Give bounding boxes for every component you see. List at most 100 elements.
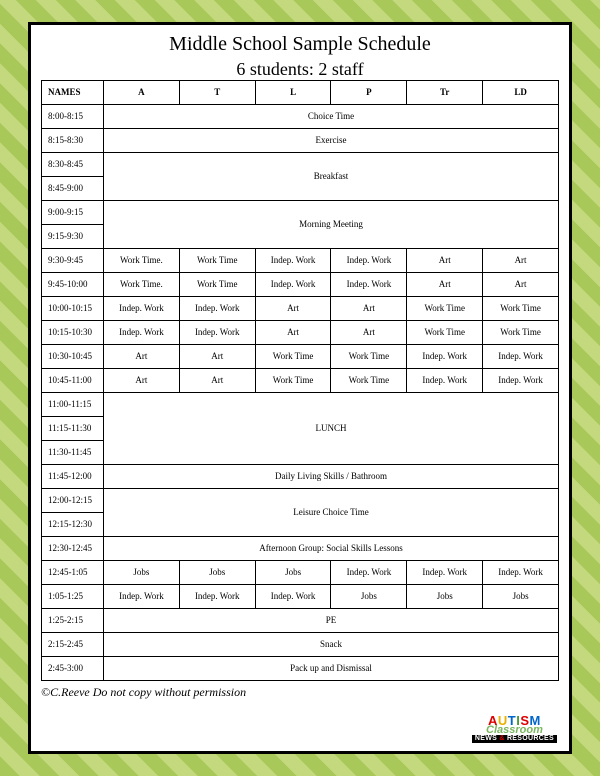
header-col: L: [255, 80, 331, 104]
time-cell: 9:45-10:00: [42, 272, 104, 296]
schedule-page: Middle School Sample Schedule 6 students…: [28, 22, 572, 754]
table-row: 12:45-1:05JobsJobsJobsIndep. WorkIndep. …: [42, 560, 559, 584]
activity-cell: Indep. Work: [407, 560, 483, 584]
header-col: Tr: [407, 80, 483, 104]
activity-cell: Indep. Work: [255, 248, 331, 272]
time-cell: 8:30-8:45: [42, 152, 104, 176]
schedule-table: NAMES A T L P Tr LD 8:00-8:15Choice Time…: [41, 80, 559, 681]
time-cell: 8:45-9:00: [42, 176, 104, 200]
merged-activity-cell: Pack up and Dismissal: [104, 656, 559, 680]
activity-cell: Indep. Work: [255, 272, 331, 296]
merged-activity-cell: Daily Living Skills / Bathroom: [104, 464, 559, 488]
activity-cell: Art: [407, 248, 483, 272]
activity-cell: Work Time: [179, 248, 255, 272]
activity-cell: Indep. Work: [331, 272, 407, 296]
time-cell: 10:45-11:00: [42, 368, 104, 392]
time-cell: 8:00-8:15: [42, 104, 104, 128]
activity-cell: Art: [407, 272, 483, 296]
time-cell: 9:15-9:30: [42, 224, 104, 248]
activity-cell: Jobs: [483, 584, 559, 608]
activity-cell: Art: [179, 368, 255, 392]
activity-cell: Work Time: [483, 296, 559, 320]
activity-cell: Indep. Work: [104, 584, 180, 608]
time-cell: 11:00-11:15: [42, 392, 104, 416]
time-cell: 9:00-9:15: [42, 200, 104, 224]
activity-cell: Jobs: [331, 584, 407, 608]
activity-cell: Indep. Work: [104, 320, 180, 344]
activity-cell: Indep. Work: [179, 320, 255, 344]
activity-cell: Art: [331, 320, 407, 344]
table-row: 9:30-9:45Work Time.Work TimeIndep. WorkI…: [42, 248, 559, 272]
merged-activity-cell: Leisure Choice Time: [104, 488, 559, 536]
time-cell: 2:45-3:00: [42, 656, 104, 680]
header-col: A: [104, 80, 180, 104]
table-row: 11:45-12:00Daily Living Skills / Bathroo…: [42, 464, 559, 488]
activity-cell: Art: [255, 296, 331, 320]
activity-cell: Art: [483, 248, 559, 272]
table-row: 2:45-3:00Pack up and Dismissal: [42, 656, 559, 680]
activity-cell: Indep. Work: [483, 368, 559, 392]
header-row: NAMES A T L P Tr LD: [42, 80, 559, 104]
time-cell: 12:00-12:15: [42, 488, 104, 512]
merged-activity-cell: Afternoon Group: Social Skills Lessons: [104, 536, 559, 560]
time-cell: 11:30-11:45: [42, 440, 104, 464]
activity-cell: Art: [179, 344, 255, 368]
time-cell: 12:30-12:45: [42, 536, 104, 560]
brand-logo: AUTISM Classroom NEWS & RESOURCES: [472, 715, 557, 743]
activity-cell: Work Time: [255, 368, 331, 392]
merged-activity-cell: PE: [104, 608, 559, 632]
activity-cell: Work Time: [483, 320, 559, 344]
activity-cell: Jobs: [407, 584, 483, 608]
activity-cell: Work Time: [407, 296, 483, 320]
activity-cell: Work Time: [331, 368, 407, 392]
activity-cell: Jobs: [104, 560, 180, 584]
logo-line3: NEWS & RESOURCES: [472, 735, 557, 743]
activity-cell: Indep. Work: [331, 560, 407, 584]
time-cell: 1:05-1:25: [42, 584, 104, 608]
activity-cell: Indep. Work: [104, 296, 180, 320]
merged-activity-cell: Breakfast: [104, 152, 559, 200]
activity-cell: Jobs: [179, 560, 255, 584]
activity-cell: Indep. Work: [179, 584, 255, 608]
table-row: 1:25-2:15PE: [42, 608, 559, 632]
logo-line2: Classroom: [472, 726, 557, 735]
activity-cell: Work Time: [179, 272, 255, 296]
header-col: LD: [483, 80, 559, 104]
activity-cell: Art: [483, 272, 559, 296]
page-title: Middle School Sample Schedule: [41, 33, 559, 56]
activity-cell: Art: [104, 368, 180, 392]
table-row: 9:00-9:15Morning Meeting: [42, 200, 559, 224]
time-cell: 9:30-9:45: [42, 248, 104, 272]
time-cell: 1:25-2:15: [42, 608, 104, 632]
activity-cell: Work Time: [407, 320, 483, 344]
time-cell: 12:15-12:30: [42, 512, 104, 536]
table-row: 8:30-8:45Breakfast: [42, 152, 559, 176]
activity-cell: Work Time.: [104, 248, 180, 272]
header-names: NAMES: [42, 80, 104, 104]
table-row: 10:15-10:30Indep. WorkIndep. WorkArtArtW…: [42, 320, 559, 344]
table-row: 9:45-10:00Work Time.Work TimeIndep. Work…: [42, 272, 559, 296]
time-cell: 10:30-10:45: [42, 344, 104, 368]
table-row: 10:00-10:15Indep. WorkIndep. WorkArtArtW…: [42, 296, 559, 320]
table-row: 12:00-12:15Leisure Choice Time: [42, 488, 559, 512]
activity-cell: Work Time: [331, 344, 407, 368]
merged-activity-cell: Morning Meeting: [104, 200, 559, 248]
header-col: T: [179, 80, 255, 104]
table-row: 10:45-11:00ArtArtWork TimeWork TimeIndep…: [42, 368, 559, 392]
table-row: 8:15-8:30Exercise: [42, 128, 559, 152]
time-cell: 10:00-10:15: [42, 296, 104, 320]
activity-cell: Indep. Work: [483, 560, 559, 584]
table-row: 11:00-11:15LUNCH: [42, 392, 559, 416]
time-cell: 12:45-1:05: [42, 560, 104, 584]
table-row: 1:05-1:25Indep. WorkIndep. WorkIndep. Wo…: [42, 584, 559, 608]
merged-activity-cell: LUNCH: [104, 392, 559, 464]
time-cell: 8:15-8:30: [42, 128, 104, 152]
time-cell: 11:45-12:00: [42, 464, 104, 488]
activity-cell: Work Time.: [104, 272, 180, 296]
table-row: 8:00-8:15Choice Time: [42, 104, 559, 128]
table-row: 12:30-12:45Afternoon Group: Social Skill…: [42, 536, 559, 560]
time-cell: 11:15-11:30: [42, 416, 104, 440]
copyright-text: ©C.Reeve Do not copy without permission: [41, 685, 559, 700]
table-row: 10:30-10:45ArtArtWork TimeWork TimeIndep…: [42, 344, 559, 368]
merged-activity-cell: Choice Time: [104, 104, 559, 128]
